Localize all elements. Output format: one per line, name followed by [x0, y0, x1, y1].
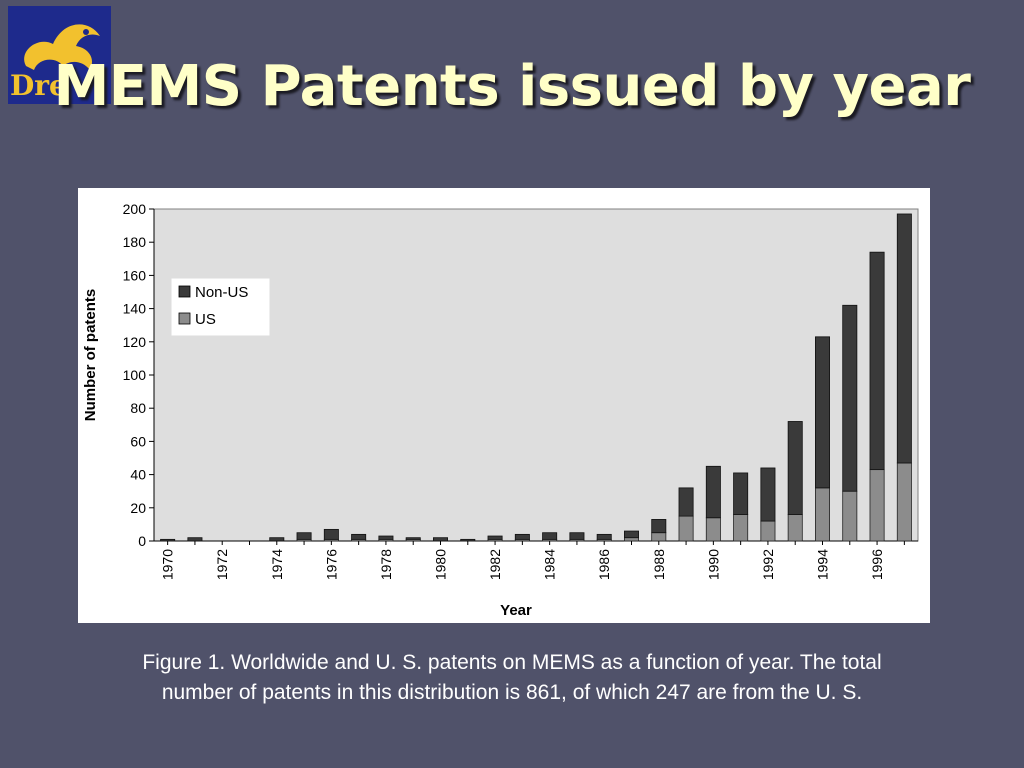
- legend-label: Non-US: [195, 284, 248, 301]
- y-tick-label: 80: [130, 400, 146, 416]
- bar-non-us: [815, 336, 830, 489]
- y-tick-label: 0: [138, 533, 146, 549]
- y-tick-label: 180: [123, 234, 147, 250]
- legend-label: US: [195, 311, 216, 328]
- bar-non-us: [433, 537, 448, 542]
- bar-us: [815, 487, 830, 542]
- x-tick-label: 1970: [160, 549, 176, 580]
- logo: Dre: [8, 6, 111, 104]
- bar-non-us: [760, 467, 776, 522]
- bar-non-us: [378, 535, 394, 540]
- x-tick-label: 1992: [760, 549, 776, 580]
- x-tick-label: 1976: [323, 549, 339, 580]
- x-tick-label: 1978: [378, 549, 394, 580]
- y-tick-label: 120: [123, 334, 147, 350]
- bar-non-us: [187, 537, 203, 542]
- bar-us: [651, 532, 667, 542]
- bar-us: [869, 469, 885, 542]
- figure-caption: Figure 1. Worldwide and U. S. patents on…: [40, 648, 984, 708]
- y-tick-label: 60: [130, 433, 146, 449]
- x-tick-label: 1974: [269, 549, 285, 580]
- plot-area: [153, 208, 919, 542]
- x-tick-label: 1972: [214, 549, 230, 580]
- bar-non-us: [651, 519, 667, 534]
- bar-non-us: [624, 530, 639, 539]
- logo-text: Dre: [10, 69, 67, 102]
- y-tick-label: 100: [123, 367, 147, 383]
- x-tick-label: 1984: [542, 549, 558, 580]
- bar-us: [624, 537, 639, 542]
- bar-non-us: [269, 537, 285, 542]
- bar-us: [896, 462, 912, 542]
- x-tick-label: 1990: [705, 549, 721, 580]
- bar-non-us: [869, 251, 885, 471]
- bar-non-us: [405, 537, 421, 540]
- x-axis-title: Year: [500, 602, 532, 619]
- bar-non-us: [487, 535, 503, 540]
- bar-non-us: [351, 533, 367, 540]
- bar-non-us: [596, 533, 612, 540]
- y-tick-label: 160: [123, 267, 147, 283]
- x-tick-label: 1980: [433, 549, 449, 580]
- y-tick-label: 20: [130, 500, 146, 516]
- x-tick-label: 1994: [815, 549, 831, 580]
- y-tick-label: 40: [130, 467, 146, 483]
- bar-non-us: [569, 532, 585, 540]
- bar-non-us: [296, 532, 312, 540]
- patents-bar-chart: 0 20 40 60 80 100 120 140 160 180 200 1970 1972 1974 1…: [82, 201, 919, 619]
- bar-non-us: [514, 533, 530, 540]
- y-tick-label: 200: [123, 201, 147, 217]
- caption-line-1: Figure 1. Worldwide and U. S. patents on…: [142, 651, 882, 674]
- slide-title: MEMS Patents issued by year: [53, 54, 971, 119]
- x-tick-label: 1996: [869, 549, 885, 580]
- bar-us: [678, 515, 694, 542]
- chart-container: 0 20 40 60 80 100 120 140 160 180 200 1970 1972 1974 1…: [78, 188, 930, 623]
- bar-non-us: [842, 304, 858, 492]
- bar-us: [705, 517, 721, 542]
- bar-non-us: [160, 538, 176, 542]
- bar-us: [842, 490, 858, 542]
- legend-swatch: [178, 285, 191, 298]
- bar-non-us: [542, 532, 558, 540]
- bar-non-us: [323, 528, 339, 540]
- x-tick-label: 1988: [651, 549, 667, 580]
- bar-non-us: [733, 472, 749, 515]
- bar-non-us: [896, 213, 912, 464]
- y-tick-label: 140: [123, 301, 147, 317]
- bar-non-us: [705, 465, 721, 519]
- x-tick-label: 1986: [596, 549, 612, 580]
- bar-us: [760, 520, 776, 542]
- dragon-logo-icon: [24, 24, 100, 70]
- bar-non-us: [460, 538, 476, 542]
- bar-us: [733, 514, 749, 542]
- bar-us: [787, 514, 803, 542]
- caption-line-2: number of patents in this distribution i…: [161, 681, 863, 704]
- x-tick-label: 1982: [487, 549, 503, 580]
- bar-non-us: [678, 487, 694, 517]
- legend: Non-US US: [171, 278, 270, 336]
- bar-non-us: [787, 421, 803, 515]
- y-axis-title: Number of patents: [82, 289, 99, 422]
- legend-swatch: [178, 312, 191, 325]
